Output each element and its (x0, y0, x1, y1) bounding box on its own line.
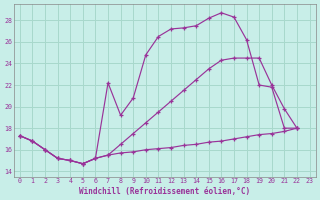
X-axis label: Windchill (Refroidissement éolien,°C): Windchill (Refroidissement éolien,°C) (79, 187, 250, 196)
